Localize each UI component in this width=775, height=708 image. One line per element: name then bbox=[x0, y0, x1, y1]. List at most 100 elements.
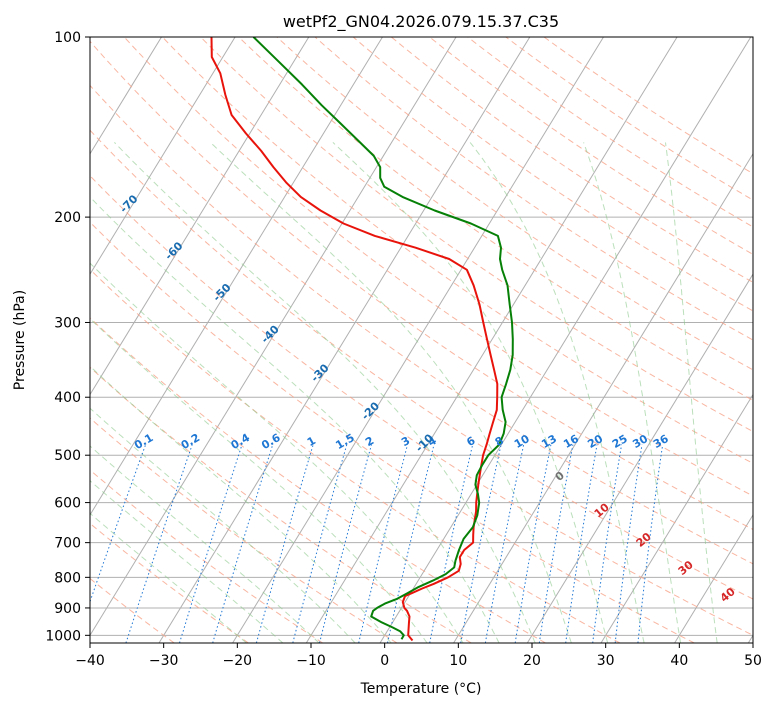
mixing-ratio-line bbox=[179, 444, 243, 643]
mixing-ratio-line bbox=[460, 444, 502, 643]
isotherm-line bbox=[526, 273, 753, 643]
isotherm-label: -70 bbox=[117, 192, 140, 215]
mixing-ratio-line bbox=[255, 444, 314, 643]
mixing-ratio-line bbox=[592, 444, 623, 643]
x-axis-label: Temperature (°C) bbox=[360, 681, 482, 697]
dry-adiabat bbox=[90, 317, 546, 643]
mixing-ratio-label: 0.2 bbox=[179, 431, 202, 452]
dry-adiabat bbox=[90, 40, 753, 531]
mixing-ratio-label: 0.6 bbox=[259, 431, 283, 452]
mixing-ratio-label: 20 bbox=[585, 432, 605, 451]
dry-adiabat bbox=[90, 469, 323, 643]
axis-ticks: −40 −30 −20 −10 0 10 20 30 40 5010020030040050060… bbox=[45, 30, 762, 669]
dry-adiabat bbox=[352, 37, 753, 312]
moist-adiabat bbox=[210, 142, 572, 643]
y-tick-label: 500 bbox=[54, 448, 81, 464]
dry-adiabat bbox=[90, 84, 753, 565]
y-tick-label: 600 bbox=[54, 496, 81, 512]
dry-adiabat bbox=[162, 37, 753, 464]
moist-adiabat bbox=[90, 512, 247, 643]
mixing-ratio-label: 3 bbox=[399, 434, 412, 449]
y-tick-label: 800 bbox=[54, 570, 81, 586]
mixing-ratio-label: 25 bbox=[610, 432, 630, 451]
isotherm-line bbox=[90, 37, 457, 637]
dry-adiabat bbox=[276, 37, 753, 371]
moist-adiabat-label: 10 bbox=[592, 500, 612, 520]
x-tick-label: −30 bbox=[149, 653, 179, 669]
moist-adiabat bbox=[469, 142, 645, 643]
x-tick-label: −20 bbox=[223, 653, 253, 669]
profile-lines bbox=[210, 37, 514, 642]
dewpoint-profile bbox=[252, 37, 514, 640]
x-tick-label: 40 bbox=[670, 653, 688, 669]
y-tick-label: 300 bbox=[54, 315, 81, 331]
y-tick-label: 400 bbox=[54, 390, 81, 406]
dry-adiabat bbox=[90, 417, 398, 643]
y-tick-label: 700 bbox=[54, 536, 81, 552]
mixing-ratio-line bbox=[614, 444, 643, 643]
mixing-ratio-line bbox=[292, 444, 348, 643]
dry-adiabat bbox=[238, 37, 753, 401]
mixing-ratio-label: 10 bbox=[512, 432, 532, 451]
temperature-profile bbox=[210, 37, 499, 642]
x-tick-label: 30 bbox=[597, 653, 615, 669]
isotherm-line bbox=[305, 37, 678, 643]
mixing-ratio-line bbox=[538, 444, 574, 643]
moist-adiabat-label: 0 bbox=[553, 469, 567, 484]
mixing-ratio-label: 1.5 bbox=[333, 431, 356, 452]
y-tick-label: 1000 bbox=[45, 628, 81, 644]
moist-adiabat-label: 20 bbox=[634, 530, 654, 550]
moist-adiabat bbox=[332, 142, 609, 643]
plot-frame bbox=[89, 36, 754, 644]
mixing-ratio-label: 0.4 bbox=[229, 431, 253, 452]
mixing-ratio-label: 2 bbox=[363, 434, 376, 449]
moist-adiabat bbox=[665, 142, 718, 643]
y-tick-label: 100 bbox=[54, 30, 81, 46]
y-tick-label: 200 bbox=[54, 210, 81, 226]
moist-adiabat bbox=[583, 142, 682, 643]
mixing-ratio-line bbox=[429, 444, 474, 643]
isotherm-line bbox=[674, 513, 753, 643]
moist-adiabat bbox=[90, 365, 392, 643]
dry-adiabat bbox=[429, 37, 753, 255]
y-axis-label: Pressure (hPa) bbox=[12, 290, 28, 390]
mixing-ratio-line bbox=[90, 444, 147, 604]
mixing-ratio-line bbox=[358, 444, 408, 643]
isotherm-label: -40 bbox=[259, 322, 282, 345]
moist-adiabat bbox=[90, 262, 464, 643]
x-tick-label: −10 bbox=[296, 653, 326, 669]
mixing-ratio-label: 30 bbox=[630, 432, 650, 451]
mixing-ratio-line bbox=[125, 444, 193, 643]
x-tick-label: 10 bbox=[449, 653, 467, 669]
mixing-ratio-label: 8 bbox=[493, 434, 506, 449]
mixing-ratio-line bbox=[565, 444, 598, 643]
dry-adiabat bbox=[505, 37, 753, 201]
moist-adiabat bbox=[90, 445, 320, 643]
mixing-ratio-line bbox=[387, 444, 435, 643]
dry-adiabat bbox=[90, 221, 695, 643]
mixing-ratio-label: 16 bbox=[561, 432, 581, 451]
x-tick-label: 0 bbox=[380, 653, 389, 669]
mixing-ratio-line bbox=[319, 444, 372, 643]
isotherm-label: -20 bbox=[359, 399, 382, 422]
x-tick-label: 20 bbox=[523, 653, 541, 669]
isotherm-line bbox=[379, 37, 752, 643]
mixing-ratio-label: 1 bbox=[305, 434, 318, 449]
isotherm-line bbox=[90, 37, 310, 396]
moist-adiabat bbox=[90, 480, 284, 643]
background-lines bbox=[90, 37, 753, 643]
isotherm-label: -60 bbox=[162, 239, 185, 262]
isotherm-line bbox=[600, 393, 753, 643]
mixing-ratio-label: 36 bbox=[651, 432, 671, 451]
isotherm-line bbox=[232, 37, 604, 643]
moist-adiabat-label: 40 bbox=[718, 585, 738, 605]
dry-adiabat bbox=[90, 175, 753, 636]
isotherm-label: -50 bbox=[210, 281, 233, 304]
mixing-ratio-label: 13 bbox=[539, 432, 559, 451]
mixing-ratio-line bbox=[637, 444, 664, 643]
chart-title: wetPf2_GN04.2026.079.15.37.C35 bbox=[283, 12, 559, 32]
x-tick-label: −40 bbox=[75, 653, 105, 669]
isotherm-line bbox=[747, 634, 753, 643]
isotherm-label: -80 bbox=[69, 151, 92, 174]
